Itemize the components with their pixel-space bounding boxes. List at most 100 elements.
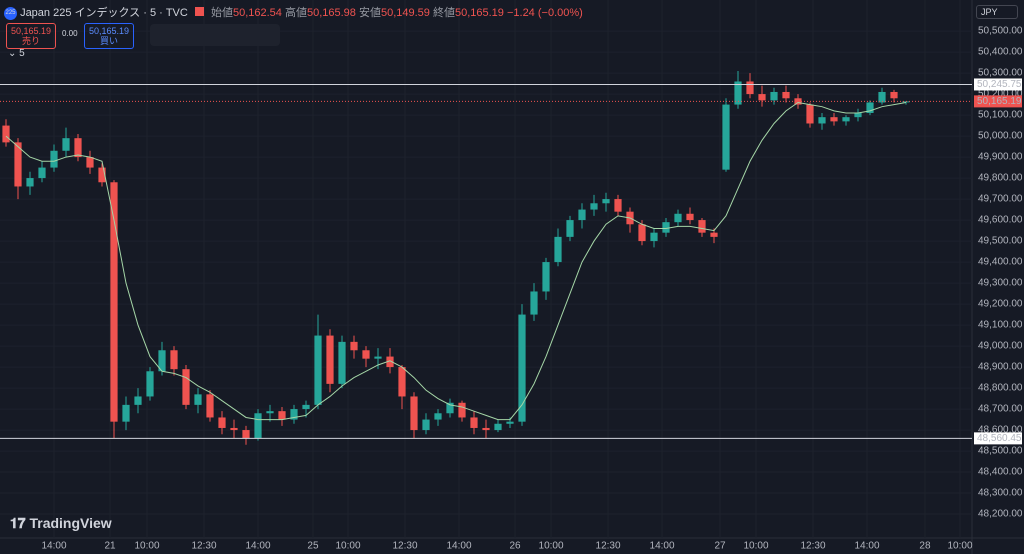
price-tag bbox=[974, 78, 1022, 91]
x-tick-label: 14:00 bbox=[854, 541, 879, 552]
candle-body bbox=[758, 94, 766, 101]
buy-price: 50,165.19 bbox=[89, 26, 130, 36]
ohlc-label: 安値 bbox=[358, 7, 381, 19]
candle-body bbox=[134, 396, 142, 405]
candle-body bbox=[602, 199, 610, 204]
x-tick-label: 12:30 bbox=[392, 541, 417, 552]
interval[interactable]: ⌄ 5 bbox=[8, 48, 25, 59]
candle-body bbox=[446, 402, 454, 414]
change: −1.24 (−0.00%) bbox=[506, 7, 583, 19]
drawing-toolbar[interactable] bbox=[150, 24, 280, 46]
y-tick-label: 50,000.00 bbox=[978, 131, 1023, 142]
candle-body bbox=[122, 404, 130, 422]
x-tick-label: 10:00 bbox=[134, 541, 159, 552]
candle-body bbox=[854, 112, 862, 118]
buy-label: 買い bbox=[100, 36, 119, 46]
candle-body bbox=[590, 203, 598, 210]
candle-body bbox=[842, 117, 850, 122]
moving-average bbox=[5, 101, 907, 421]
price-tag-label: 48,560.45 bbox=[977, 433, 1022, 444]
y-tick-label: 48,200.00 bbox=[978, 509, 1023, 520]
candle-body bbox=[554, 236, 562, 263]
candle-body bbox=[230, 427, 238, 431]
y-tick-label: 49,600.00 bbox=[978, 215, 1023, 226]
candle-body bbox=[326, 335, 334, 384]
candle-body bbox=[674, 213, 682, 223]
symbol[interactable]: Japan 225 インデックス · 5 · TVC bbox=[20, 7, 188, 19]
x-tick-label: 25 bbox=[307, 541, 319, 552]
candle-body bbox=[146, 371, 154, 397]
y-tick-label: 50,100.00 bbox=[978, 110, 1023, 121]
candle-body bbox=[278, 411, 286, 420]
y-tick-label: 50,300.00 bbox=[978, 68, 1023, 79]
x-tick-label: 10:00 bbox=[743, 541, 768, 552]
y-tick-label: 48,800.00 bbox=[978, 383, 1023, 394]
candle-body bbox=[530, 291, 538, 315]
y-tick-label: 48,700.00 bbox=[978, 404, 1023, 415]
candle-body bbox=[710, 232, 718, 237]
candle-body bbox=[14, 142, 22, 187]
candle-body bbox=[542, 262, 550, 292]
x-tick-label: 28 bbox=[919, 541, 931, 552]
candle-body bbox=[338, 341, 346, 384]
candle-body bbox=[242, 430, 250, 439]
candle-body bbox=[698, 220, 706, 233]
y-tick-label: 49,000.00 bbox=[978, 341, 1023, 352]
y-tick-label: 49,300.00 bbox=[978, 278, 1023, 289]
x-tick-label: 14:00 bbox=[41, 541, 66, 552]
y-tick-label: 48,600.00 bbox=[978, 425, 1023, 436]
candle-body bbox=[782, 91, 790, 99]
y-tick-label: 49,200.00 bbox=[978, 299, 1023, 310]
candle-body bbox=[422, 419, 430, 431]
candle-body bbox=[722, 104, 730, 170]
sell-button[interactable]: 50,165.19 売り bbox=[6, 23, 57, 49]
ohlc-label: 終値 bbox=[432, 7, 455, 19]
candle-body bbox=[182, 369, 190, 405]
candle-body bbox=[410, 396, 418, 431]
candle-body bbox=[266, 411, 274, 414]
currency[interactable]: JPY bbox=[976, 5, 1018, 19]
sell-label: 売り bbox=[22, 36, 41, 46]
y-tick-label: 48,400.00 bbox=[978, 467, 1023, 478]
candle-body bbox=[110, 182, 118, 422]
candle-body bbox=[290, 409, 298, 420]
candle-body bbox=[890, 91, 898, 99]
x-tick-label: 14:00 bbox=[245, 541, 270, 552]
candle-body bbox=[614, 199, 622, 212]
candle-body bbox=[62, 138, 70, 151]
logo: 𝟏𝟕 TradingView bbox=[10, 515, 112, 531]
candle-body bbox=[746, 81, 754, 95]
x-tick-label: 10:00 bbox=[335, 541, 360, 552]
x-tick-label: 10:00 bbox=[539, 541, 564, 552]
y-tick-label: 49,100.00 bbox=[978, 320, 1023, 331]
candle-body bbox=[806, 104, 814, 124]
candle-body bbox=[86, 157, 94, 168]
candle-body bbox=[374, 356, 382, 359]
ohlc-value: 50,162.54 bbox=[232, 7, 282, 19]
candle-body bbox=[314, 335, 322, 405]
candle-body bbox=[506, 421, 514, 424]
candle-body bbox=[494, 423, 502, 431]
candle-body bbox=[206, 394, 214, 418]
interval-value: 5 bbox=[19, 48, 25, 59]
candle-body bbox=[98, 167, 106, 183]
header: 225 Japan 225 インデックス · 5 · TVC 始値50,162.… bbox=[4, 4, 583, 20]
y-tick-label: 49,700.00 bbox=[978, 194, 1023, 205]
candle-body bbox=[194, 394, 202, 405]
x-tick-label: 21 bbox=[104, 541, 116, 552]
candle-body bbox=[170, 350, 178, 370]
buy-button[interactable]: 50,165.19 買い bbox=[84, 23, 135, 49]
x-tick-label: 10:00 bbox=[947, 541, 972, 552]
candle-body bbox=[218, 417, 226, 428]
price-tag bbox=[974, 432, 1022, 445]
candle-body bbox=[350, 341, 358, 351]
candle-body bbox=[2, 125, 10, 143]
candle-body bbox=[38, 167, 46, 179]
x-tick-label: 26 bbox=[509, 541, 521, 552]
last-price-tag bbox=[974, 95, 1022, 108]
candle-body bbox=[434, 413, 442, 420]
y-tick-label: 49,400.00 bbox=[978, 257, 1023, 268]
y-tick-label: 49,800.00 bbox=[978, 173, 1023, 184]
